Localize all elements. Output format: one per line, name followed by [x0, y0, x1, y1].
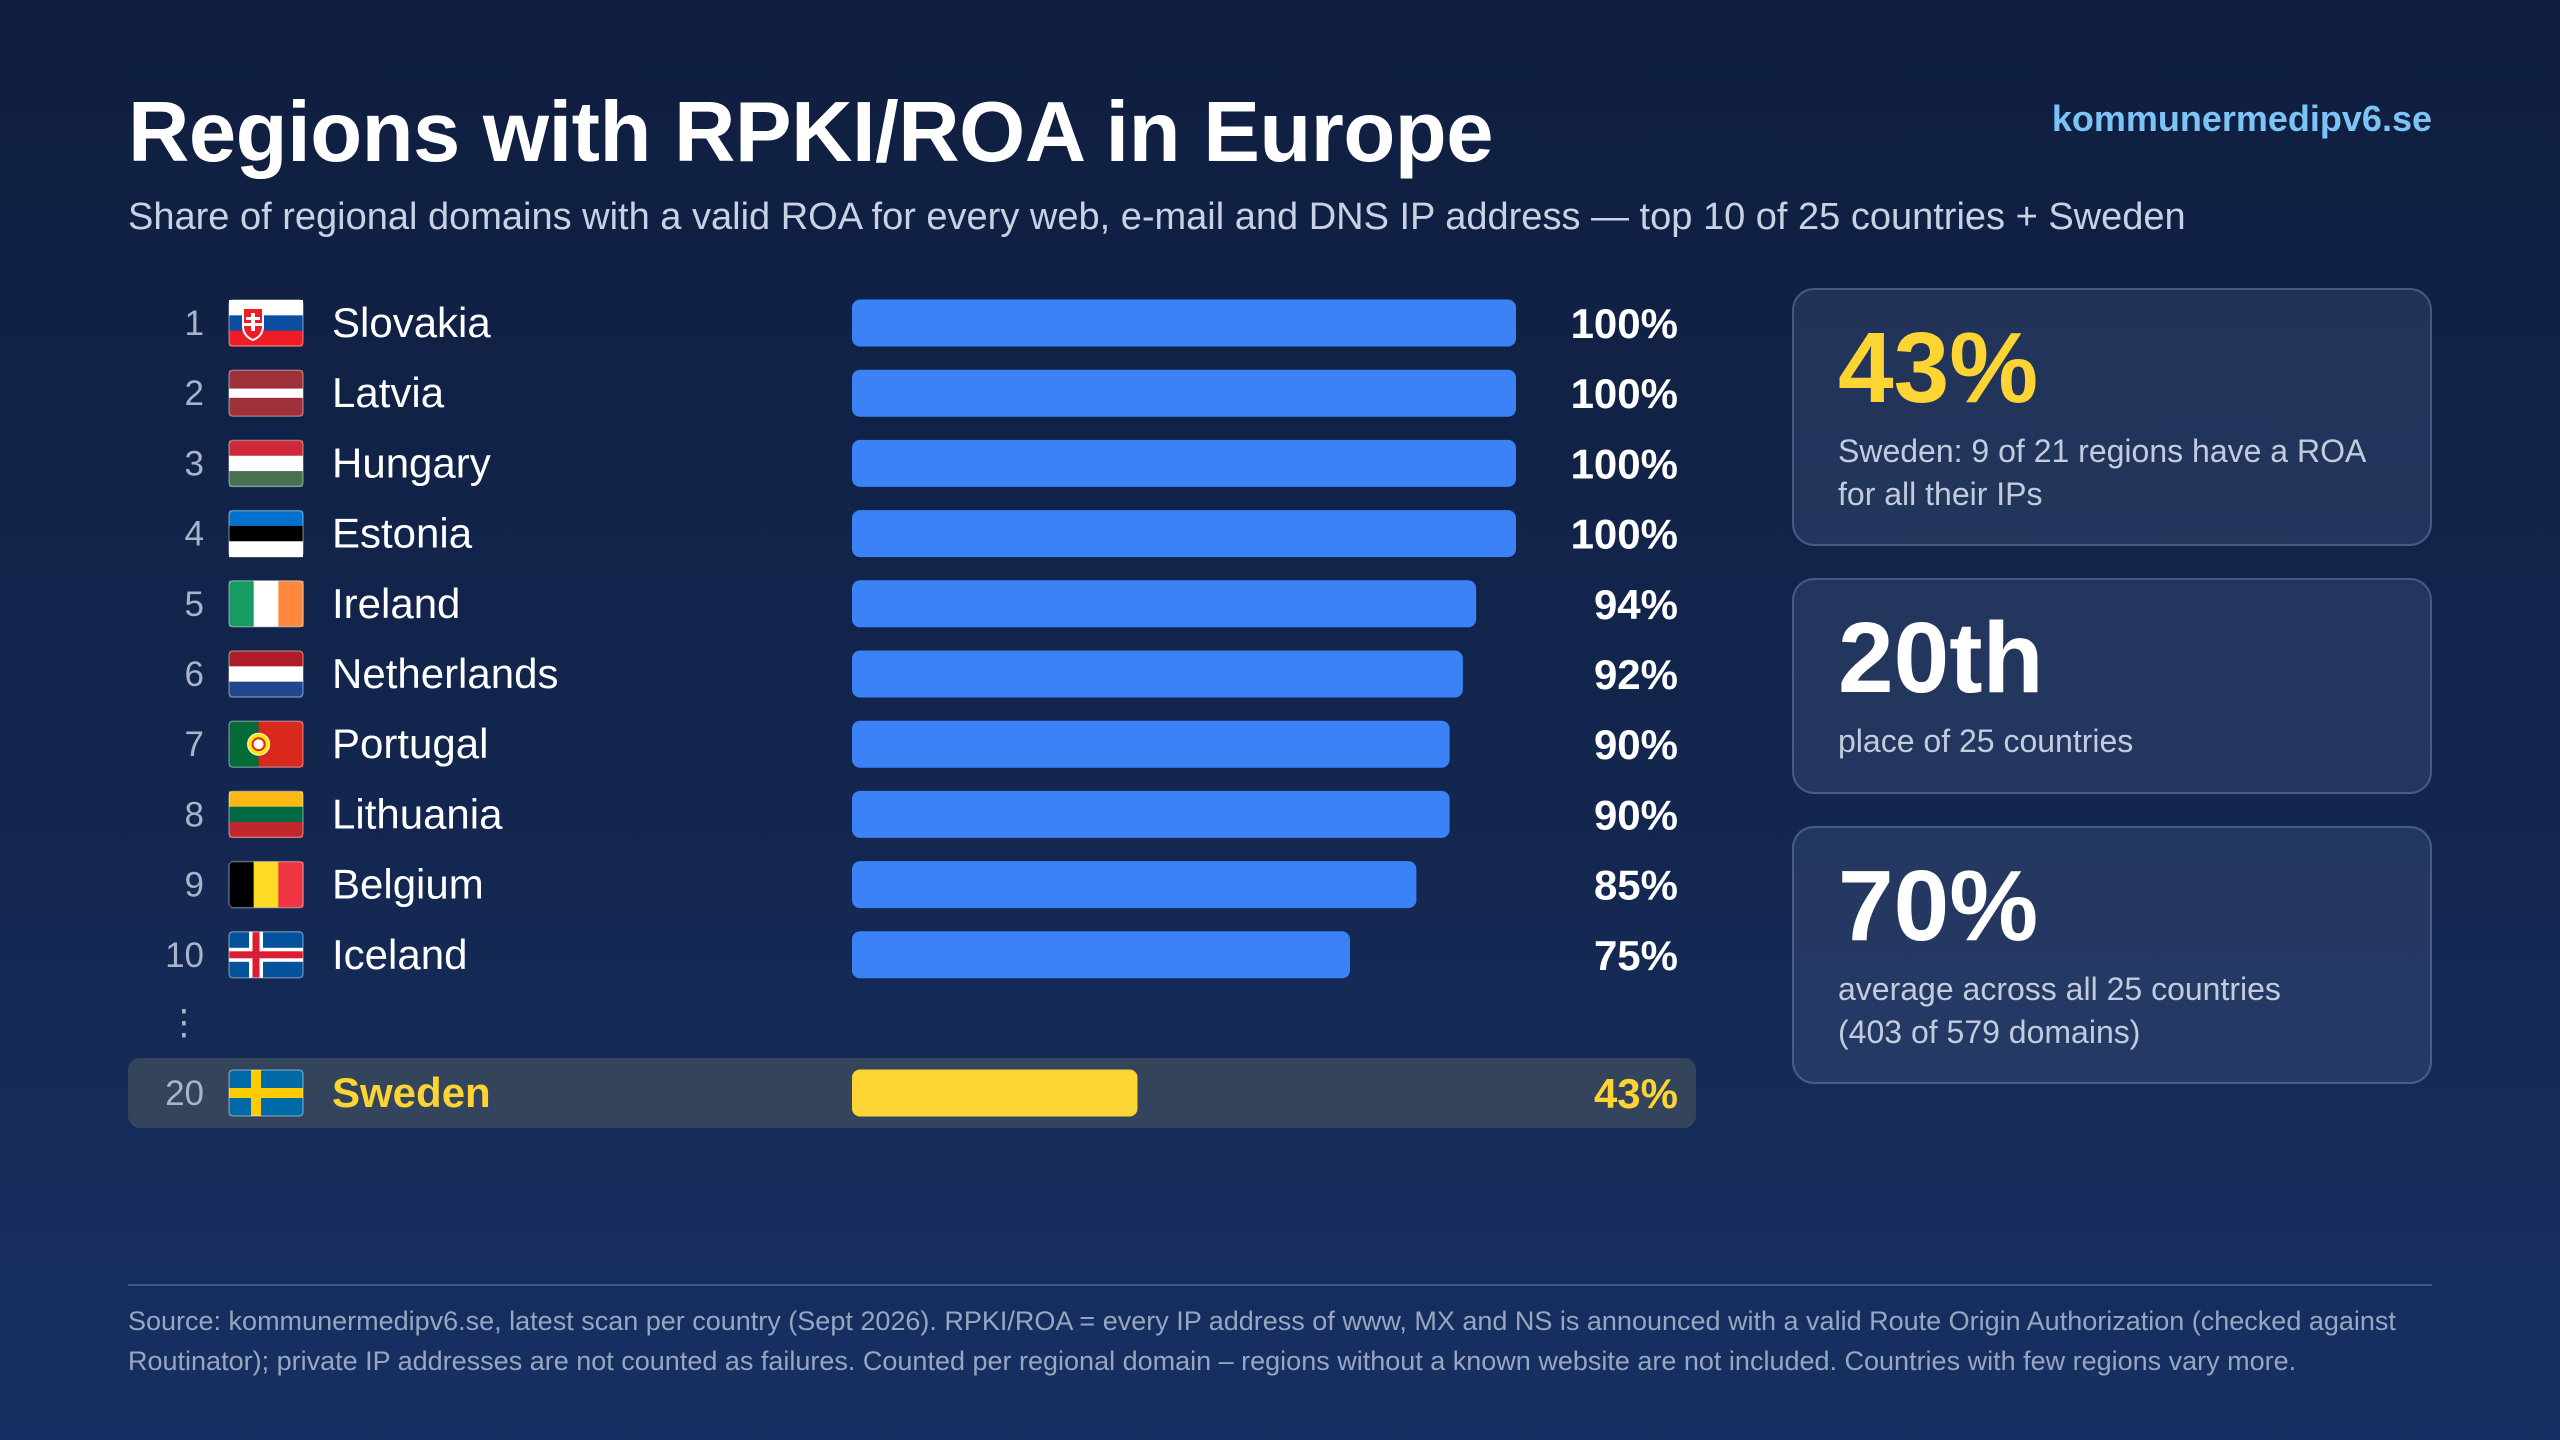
- value-label: 100%: [1571, 511, 1678, 558]
- rank-label: 2: [185, 374, 204, 413]
- bar-row: 3 Hungary 100%: [185, 439, 1678, 487]
- stat-label: Sweden: 9 of 21 regions have a ROA for a…: [1838, 433, 2365, 513]
- bar-row: 6 Netherlands 92%: [185, 650, 1678, 698]
- country-label: Iceland: [332, 931, 467, 978]
- rank-label: 8: [185, 795, 204, 834]
- bar-row: 9 Belgium 85%: [185, 861, 1678, 909]
- flag-hungary-icon: [228, 439, 304, 488]
- flag-lithuania-icon: [228, 790, 304, 839]
- bar-row: 2 Latvia 100%: [185, 369, 1678, 417]
- highlight-row: 20 Sweden 43%: [128, 1058, 1696, 1128]
- country-label: Lithuania: [332, 790, 503, 837]
- country-label: Sweden: [332, 1069, 491, 1116]
- stat-label-line: (403 of 579 domains): [1838, 1014, 2141, 1051]
- country-label: Slovakia: [332, 299, 491, 346]
- bar-row: 8 Lithuania 90%: [185, 790, 1678, 838]
- bar-row: 10 Iceland 75%: [165, 931, 1678, 979]
- value-label: 85%: [1594, 862, 1678, 909]
- flag-estonia-icon: [228, 509, 304, 558]
- rank-label: 10: [165, 936, 204, 975]
- flag-netherlands-icon: [228, 650, 304, 698]
- bar: [852, 650, 1463, 698]
- bar: [852, 510, 1516, 558]
- value-label: 92%: [1594, 651, 1678, 698]
- footer-divider: [128, 1284, 2432, 1286]
- country-label: Netherlands: [332, 650, 558, 697]
- bar: [852, 790, 1450, 838]
- rank-label: 4: [185, 515, 204, 554]
- value-label: 94%: [1594, 581, 1678, 628]
- bar-row: 5 Ireland 94%: [185, 580, 1678, 628]
- value-label: 100%: [1571, 440, 1678, 487]
- flag-ireland-icon: [228, 580, 304, 628]
- country-label: Ireland: [332, 580, 460, 627]
- country-label: Latvia: [332, 369, 445, 416]
- bar-row: 4 Estonia 100%: [185, 510, 1678, 558]
- gap-marker: ⋮: [167, 1003, 202, 1042]
- stat-card-rank: 20th place of 25 countries: [1792, 578, 2432, 794]
- site-link[interactable]: kommunermedipv6.se: [2051, 98, 2432, 139]
- rank-label: 3: [185, 444, 204, 483]
- page-subtitle: Share of regional domains with a valid R…: [128, 196, 2186, 238]
- rank-label: 6: [185, 655, 204, 694]
- rank-label: 1: [185, 304, 204, 343]
- flag-sweden-icon: [228, 1069, 304, 1117]
- bar: [852, 369, 1516, 417]
- value-label: 100%: [1571, 370, 1678, 417]
- flag-iceland-icon: [228, 931, 304, 979]
- value-label: 100%: [1571, 300, 1678, 347]
- flag-belgium-icon: [228, 860, 304, 909]
- rank-label: 20: [165, 1074, 204, 1113]
- value-label: 90%: [1594, 721, 1678, 768]
- bar: [852, 299, 1516, 347]
- rank-label: 7: [185, 725, 204, 764]
- flag-portugal-icon: [228, 720, 304, 768]
- bar: [852, 861, 1417, 909]
- country-label: Hungary: [332, 439, 491, 486]
- bar: [852, 1069, 1138, 1117]
- country-label: Portugal: [332, 720, 488, 767]
- page-title: Regions with RPKI/ROA in Europe: [128, 85, 1494, 180]
- stat-card-average: 70% average across all 25 countries (403…: [1792, 826, 2432, 1084]
- stat-label-line: average across all 25 countries: [1838, 971, 2281, 1007]
- bar-row: 1 Slovakia 100%: [185, 299, 1678, 347]
- stat-value: 43%: [1838, 312, 2039, 424]
- stat-label: average across all 25 countries (403 of …: [1838, 968, 2386, 1054]
- bar: [852, 931, 1350, 979]
- flag-slovakia-icon: [228, 299, 304, 347]
- value-label: 90%: [1594, 791, 1678, 838]
- stat-card-sweden-share: 43% Sweden: 9 of 21 regions have a ROA f…: [1792, 288, 2432, 546]
- bar: [852, 720, 1450, 768]
- stat-label: place of 25 countries: [1838, 723, 2134, 759]
- source-note: Source: kommunermedipv6.se, latest scan …: [128, 1306, 2396, 1376]
- rank-label: 9: [185, 866, 204, 905]
- rank-label: 5: [185, 585, 204, 624]
- value-label: 43%: [1594, 1070, 1678, 1117]
- country-label: Belgium: [332, 861, 484, 908]
- stat-value: 70%: [1838, 850, 2039, 962]
- bar: [852, 580, 1477, 628]
- bar-chart: 1 Slovakia 100% 2 Latvia 100% 3 Hungary 100% 4 Est…: [128, 282, 1698, 1142]
- bar-chart-svg: 1 Slovakia 100% 2 Latvia 100% 3 Hungary 100% 4 Est…: [128, 299, 1696, 1128]
- country-label: Estonia: [332, 510, 473, 557]
- bar-row: 7 Portugal 90%: [185, 720, 1678, 768]
- stat-value: 20th: [1838, 602, 2044, 714]
- flag-latvia-icon: [228, 369, 304, 417]
- value-label: 75%: [1594, 932, 1678, 979]
- bar: [852, 439, 1516, 487]
